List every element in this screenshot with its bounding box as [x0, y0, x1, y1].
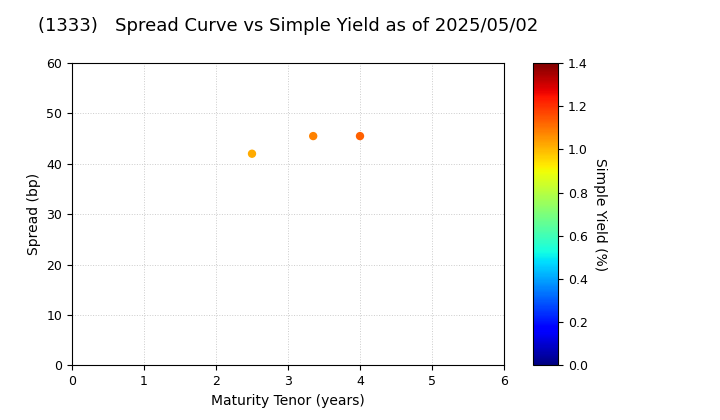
Point [354, 133, 366, 139]
Y-axis label: Simple Yield (%): Simple Yield (%) [593, 158, 607, 271]
Point [307, 133, 319, 139]
Y-axis label: Spread (bp): Spread (bp) [27, 173, 41, 255]
Text: (1333)   Spread Curve vs Simple Yield as of 2025/05/02: (1333) Spread Curve vs Simple Yield as o… [38, 17, 538, 35]
X-axis label: Maturity Tenor (years): Maturity Tenor (years) [211, 394, 365, 408]
Point [246, 150, 258, 157]
